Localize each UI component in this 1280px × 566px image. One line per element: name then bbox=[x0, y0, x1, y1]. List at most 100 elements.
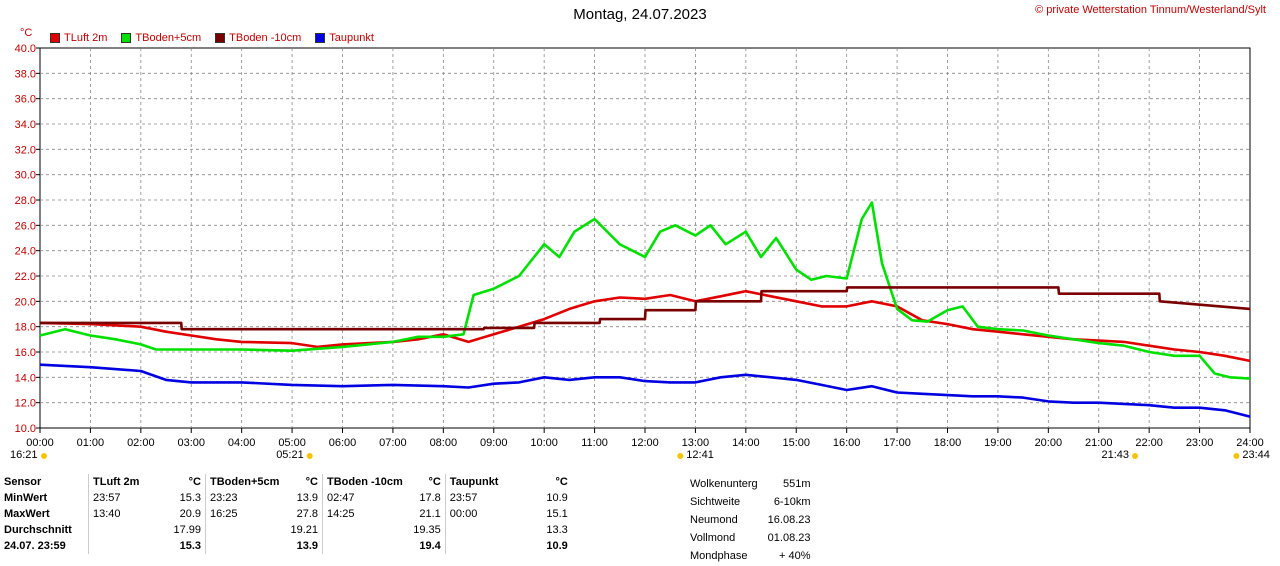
y-tick-label: 24.0 bbox=[15, 246, 36, 258]
stats-cell: 16:25 bbox=[205, 506, 284, 522]
info-value: 16.08.23 bbox=[767, 514, 811, 526]
stats-header: TBoden+5cm bbox=[205, 474, 284, 490]
x-tick-label: 01:00 bbox=[77, 437, 105, 449]
x-tick-label: 23:00 bbox=[1186, 437, 1214, 449]
info-label: Mondphase bbox=[690, 550, 748, 562]
stats-cell: 00:00 bbox=[444, 506, 524, 522]
stats-cell: 14:25 bbox=[321, 506, 407, 522]
stats-cell: 02:47 bbox=[321, 490, 407, 506]
copyright-text: © private Wetterstation Tinnum/Westerlan… bbox=[1035, 4, 1266, 16]
stats-header: °C bbox=[188, 476, 201, 488]
stats-row: MaxWert 13:40 20.9 16:25 27.8 14:25 21.1… bbox=[0, 506, 572, 522]
x-tick-label: 04:00 bbox=[228, 437, 256, 449]
stats-cell: 27.8 bbox=[296, 508, 318, 520]
stats-cell: 20.9 bbox=[179, 508, 201, 520]
legend-item-tboden5: TBoden+5cm bbox=[121, 32, 201, 44]
legend-label: Taupunkt bbox=[329, 32, 374, 44]
stats-header: °C bbox=[555, 476, 568, 488]
stats-cell bbox=[205, 538, 284, 554]
info-row: Sichtweite 6-10km bbox=[686, 494, 815, 510]
plot-area bbox=[39, 47, 1251, 429]
legend-item-taupunkt: Taupunkt bbox=[315, 32, 374, 44]
x-tick-label: 14:00 bbox=[732, 437, 760, 449]
stats-cell bbox=[88, 522, 157, 538]
info-row: Wolkenunterg 551m bbox=[686, 476, 815, 492]
y-tick-label: 36.0 bbox=[15, 94, 36, 106]
sun-moon-marker bbox=[41, 453, 47, 459]
x-tick-label: 03:00 bbox=[177, 437, 205, 449]
y-tick-label: 32.0 bbox=[15, 144, 36, 156]
x-tick-label: 02:00 bbox=[127, 437, 155, 449]
series-line bbox=[39, 363, 1251, 418]
stats-cell bbox=[321, 538, 407, 554]
stats-cell: 19.35 bbox=[413, 524, 441, 536]
stats-cell bbox=[321, 522, 407, 538]
y-tick-label: 34.0 bbox=[15, 119, 36, 131]
stats-cell: 21.1 bbox=[419, 508, 441, 520]
stats-cell: 23:57 bbox=[444, 490, 524, 506]
info-label: Neumond bbox=[690, 514, 738, 526]
stats-cell: 19.21 bbox=[290, 524, 318, 536]
stats-cell: 15.1 bbox=[546, 508, 568, 520]
info-table: Wolkenunterg 551m Sichtweite 6-10km Neumon… bbox=[684, 474, 817, 566]
sun-moon-marker bbox=[1233, 453, 1240, 459]
stats-header: Taupunkt bbox=[444, 474, 524, 490]
stats-cell: 13.9 bbox=[296, 540, 318, 552]
stats-cell: 13.3 bbox=[546, 524, 568, 536]
stats-cell: 17.99 bbox=[173, 524, 201, 536]
chart-title: Montag, 24.07.2023 bbox=[573, 6, 707, 23]
sun-moon-label: 05:21 bbox=[276, 449, 304, 461]
info-label: Wolkenunterg bbox=[690, 478, 758, 490]
y-tick-label: 12.0 bbox=[15, 398, 36, 410]
info-value: + 40% bbox=[779, 550, 811, 562]
legend: TLuft 2m TBoden+5cm TBoden -10cm Taupunk… bbox=[50, 32, 388, 44]
stats-cell: 19.4 bbox=[419, 540, 441, 552]
stats-cell: MinWert bbox=[4, 492, 48, 504]
stats-cell: 23:23 bbox=[205, 490, 284, 506]
legend-swatch bbox=[50, 33, 60, 43]
stats-cell: 23:57 bbox=[88, 490, 157, 506]
x-tick-label: 06:00 bbox=[329, 437, 357, 449]
x-tick-label: 10:00 bbox=[530, 437, 558, 449]
sun-moon-marker bbox=[306, 453, 313, 459]
stats-cell: MaxWert bbox=[4, 508, 50, 520]
stats-row: MinWert 23:57 15.3 23:23 13.9 02:47 17.8… bbox=[0, 490, 572, 506]
info-value: 551m bbox=[782, 478, 811, 490]
info-label: Sichtweite bbox=[690, 496, 741, 508]
info-row: Mondphase + 40% bbox=[686, 548, 815, 564]
y-tick-label: 38.0 bbox=[15, 68, 36, 80]
x-tick-label: 11:00 bbox=[581, 437, 608, 449]
x-tick-label: 18:00 bbox=[934, 437, 962, 449]
x-tick-label: 09:00 bbox=[480, 437, 508, 449]
y-tick-label: 20.0 bbox=[15, 296, 36, 308]
x-tick-label: 05:00 bbox=[278, 437, 306, 449]
stats-header: °C bbox=[305, 476, 318, 488]
legend-item-tluft: TLuft 2m bbox=[50, 32, 107, 44]
y-tick-label: 22.0 bbox=[15, 271, 36, 283]
y-unit-label: °C bbox=[20, 27, 33, 39]
info-row: Vollmond 01.08.23 bbox=[686, 530, 815, 546]
legend-swatch bbox=[315, 33, 326, 43]
stats-header: Sensor bbox=[4, 476, 42, 488]
x-tick-label: 24:00 bbox=[1236, 437, 1264, 449]
x-tick-label: 15:00 bbox=[782, 437, 810, 449]
x-tick-label: 21:00 bbox=[1085, 437, 1113, 449]
x-tick-label: 00:00 bbox=[26, 437, 54, 449]
stats-row: 24.07. 23:59 15.3 13.9 19.4 10.9 bbox=[0, 538, 572, 554]
legend-swatch bbox=[215, 33, 226, 43]
stats-row: Durchschnitt 17.99 19.21 19.35 13.3 bbox=[0, 522, 572, 538]
legend-label: TBoden -10cm bbox=[229, 32, 302, 44]
y-tick-label: 14.0 bbox=[15, 372, 36, 384]
stats-header-row: Sensor TLuft 2m °C TBoden+5cm °C TBoden … bbox=[0, 474, 572, 490]
x-tick-label: 16:00 bbox=[833, 437, 861, 449]
sun-moon-label: 23:44 bbox=[1242, 449, 1270, 461]
x-tick-label: 12:00 bbox=[631, 437, 659, 449]
stats-cell bbox=[444, 522, 524, 538]
stats-table: Sensor TLuft 2m °C TBoden+5cm °C TBoden … bbox=[0, 474, 572, 554]
stats-header: °C bbox=[428, 476, 441, 488]
x-tick-label: 17:00 bbox=[883, 437, 911, 449]
x-tick-label: 22:00 bbox=[1135, 437, 1163, 449]
series-line bbox=[40, 286, 1251, 331]
temperature-chart: 10.0 12.0 14.0 16.0 18.0 20.0 22.0 24.0 26.0 28.0… bbox=[10, 43, 1270, 461]
legend-swatch bbox=[121, 33, 132, 43]
